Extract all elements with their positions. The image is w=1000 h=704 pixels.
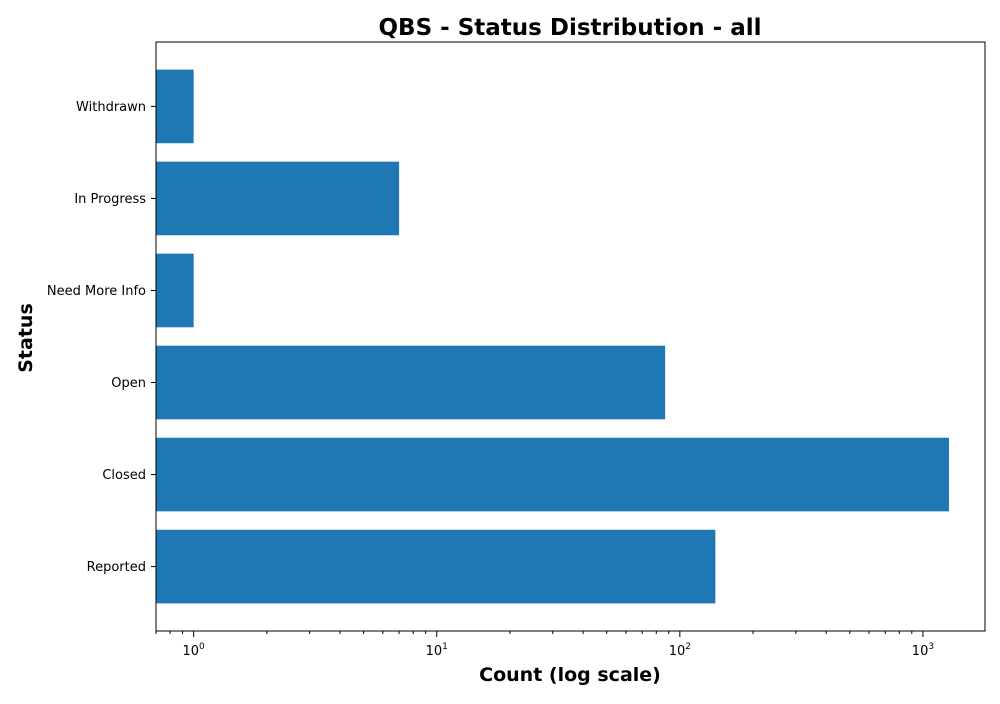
- bar-need-more-info: [156, 253, 194, 328]
- y-axis-label: Status: [15, 303, 37, 373]
- x-tick-label: 103: [912, 642, 934, 659]
- chart-title: QBS - Status Distribution - all: [379, 15, 762, 41]
- bar-open: [156, 345, 666, 420]
- bar-in-progress: [156, 161, 400, 236]
- x-axis-label: Count (log scale): [479, 664, 661, 686]
- bar-withdrawn: [156, 69, 194, 144]
- y-tick-label: Closed: [102, 468, 146, 483]
- y-tick-label: Need More Info: [47, 284, 146, 299]
- y-tick-label: Reported: [87, 560, 146, 575]
- bar-reported: [156, 529, 716, 604]
- plot-area: Reported Closed Open Need More Info In Progr…: [47, 41, 986, 659]
- plot-frame: [155, 41, 986, 632]
- y-tick-label: Withdrawn: [76, 100, 146, 115]
- bar-closed: [156, 437, 950, 512]
- x-tick-label: 102: [669, 642, 691, 659]
- y-tick-label: Open: [111, 376, 146, 391]
- x-tick-label: 101: [426, 642, 448, 659]
- y-tick-label: In Progress: [74, 192, 146, 207]
- x-tick-label: 100: [183, 642, 206, 659]
